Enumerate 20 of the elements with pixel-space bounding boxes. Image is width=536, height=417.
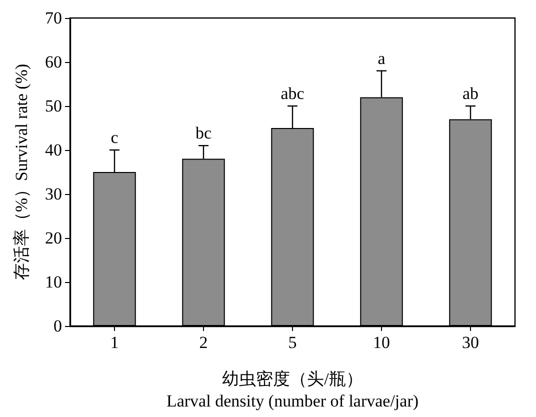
- y-axis-title: 存活率（%）Survival rate (%): [12, 64, 31, 280]
- x-axis-title: 幼虫密度（头/瓶） Larval density (number of larvae/jar): [166, 370, 419, 410]
- annotation: ab: [462, 84, 479, 103]
- annotation: c: [110, 128, 119, 147]
- y-tick-label: 10: [45, 272, 62, 292]
- x-tick-label: 10: [373, 333, 390, 352]
- y-tick-label: 0: [54, 316, 62, 336]
- y-tick-label: 70: [45, 8, 62, 28]
- x-tick-label: 1: [110, 333, 119, 352]
- annotation: bc: [195, 124, 212, 143]
- annotation: abc: [280, 84, 305, 103]
- y-tick-label: 20: [45, 228, 62, 248]
- y-tick-label: 40: [45, 140, 62, 160]
- y-tick-label: 60: [45, 52, 62, 72]
- y-tick-label: 30: [45, 184, 62, 204]
- x-tick-label: 30: [462, 333, 479, 352]
- y-tick-label: 50: [45, 96, 62, 116]
- x-tick-label: 2: [199, 333, 208, 352]
- x-tick-label: 5: [288, 333, 297, 352]
- annotation: a: [378, 48, 386, 68]
